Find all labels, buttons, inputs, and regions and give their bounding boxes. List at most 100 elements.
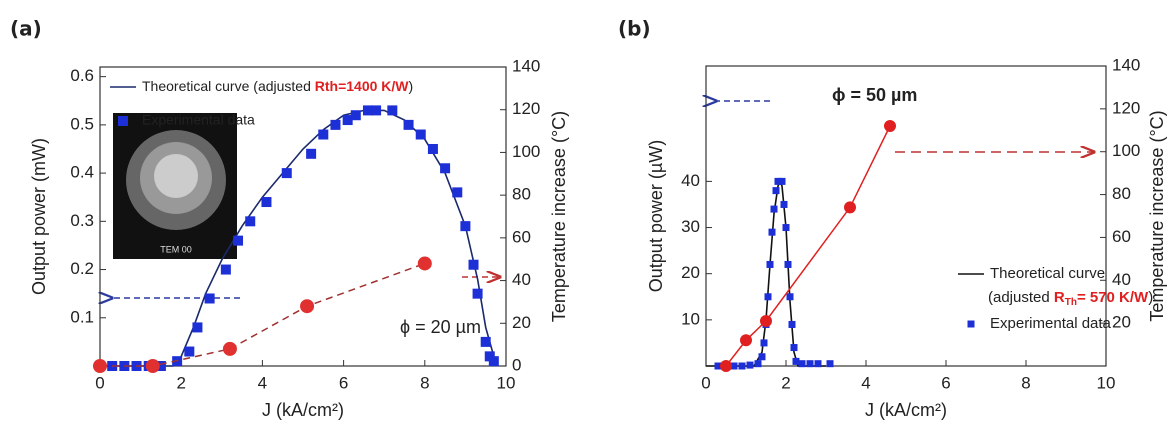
legend-text: (adjusted xyxy=(988,289,1054,306)
legend-text: Th xyxy=(1065,297,1077,308)
panel-label: (a) xyxy=(10,17,42,41)
legend-text: R xyxy=(1054,289,1065,306)
data-point xyxy=(342,115,353,126)
x-axis-label: J (kA/cm²) xyxy=(865,400,947,420)
data-point xyxy=(826,360,834,368)
y2-tick-label: 40 xyxy=(512,270,531,289)
annotation: ϕ = 50 µm xyxy=(832,85,917,105)
temperature-point xyxy=(760,315,772,327)
legend-text: ) xyxy=(409,78,414,94)
data-point xyxy=(730,362,738,370)
data-point xyxy=(782,224,790,232)
y2-tick-label: 140 xyxy=(1112,55,1140,74)
y-tick-label: 0.4 xyxy=(70,163,94,182)
data-point xyxy=(184,346,195,357)
x-tick-label: 6 xyxy=(941,373,950,392)
data-point xyxy=(758,353,766,361)
data-point xyxy=(814,360,822,368)
temperature-point xyxy=(844,201,856,214)
temperature-line xyxy=(100,262,426,367)
y2-tick-label: 20 xyxy=(512,313,531,332)
y-tick-label: 20 xyxy=(681,263,700,282)
y2-tick-label: 140 xyxy=(512,56,540,75)
data-point xyxy=(774,177,782,185)
legend-label: (adjusted RTh= 570 K/W) xyxy=(988,289,1153,308)
data-point xyxy=(746,361,754,369)
data-point xyxy=(427,143,438,154)
temperature-point xyxy=(93,359,107,373)
inset-label: TEM 00 xyxy=(160,244,192,254)
data-point xyxy=(770,205,778,213)
legend-label: Experimental data xyxy=(990,315,1112,332)
data-point xyxy=(220,264,231,275)
data-point xyxy=(714,362,722,370)
data-point xyxy=(790,344,798,352)
plot-frame xyxy=(705,65,1107,367)
y-tick-label: 0.2 xyxy=(70,259,94,278)
temperature-point xyxy=(222,341,237,356)
y-tick-label: 0.1 xyxy=(70,307,94,326)
data-point xyxy=(472,288,483,299)
data-point xyxy=(318,129,329,140)
legend-label: Theoretical curve (adjusted Rth=1400 K/W… xyxy=(142,78,413,94)
data-point xyxy=(788,320,796,328)
y2-tick-label: 80 xyxy=(1112,184,1131,203)
data-point xyxy=(362,105,373,116)
y2-tick-label: 20 xyxy=(1112,313,1131,332)
data-point xyxy=(245,216,256,227)
temperature-point xyxy=(417,256,432,271)
x-tick-label: 10 xyxy=(497,373,516,392)
legend-marker xyxy=(118,116,128,126)
legend-text: Theoretical curve xyxy=(142,78,250,94)
data-point xyxy=(261,197,272,208)
legend-text: (adjusted xyxy=(253,78,314,94)
data-point xyxy=(780,200,788,208)
y2-axis-label: Temperature increase (°C) xyxy=(1147,110,1167,321)
y2-tick-label: 60 xyxy=(512,227,531,246)
data-point xyxy=(480,336,491,347)
fit-curve xyxy=(706,179,826,367)
x-tick-label: 8 xyxy=(420,373,429,392)
data-point xyxy=(778,177,786,185)
y2-tick-label: 120 xyxy=(512,99,540,118)
legend-marker xyxy=(967,320,975,328)
legend-text: ) xyxy=(1148,289,1153,306)
y-tick-label: 0.6 xyxy=(70,66,94,85)
data-point xyxy=(766,260,774,268)
temperature-point xyxy=(740,334,752,347)
y-axis-label: Output power (µW) xyxy=(646,140,666,292)
data-point xyxy=(764,293,772,301)
data-point xyxy=(192,322,203,333)
data-point xyxy=(786,293,794,301)
data-point xyxy=(738,362,746,370)
temperature-line xyxy=(725,125,891,367)
x-tick-label: 10 xyxy=(1097,373,1116,392)
x-axis-label: J (kA/cm²) xyxy=(262,400,344,420)
x-tick-label: 0 xyxy=(701,373,710,392)
data-point xyxy=(233,235,244,246)
temperature-point xyxy=(884,120,896,132)
inset-beam xyxy=(154,154,198,198)
y-tick-label: 30 xyxy=(681,217,700,236)
x-tick-label: 2 xyxy=(781,373,790,392)
temperature-point xyxy=(145,359,160,373)
data-point xyxy=(371,105,382,116)
x-tick-label: 6 xyxy=(339,373,348,392)
data-point xyxy=(330,119,341,130)
data-point xyxy=(768,228,776,236)
data-point xyxy=(754,360,762,368)
y2-axis-label: Temperature increase (°C) xyxy=(549,111,569,322)
data-point xyxy=(806,360,814,368)
data-point xyxy=(440,163,451,174)
x-tick-label: 0 xyxy=(95,373,104,392)
legend-label: Theoretical curve xyxy=(990,265,1105,282)
legend-label: Experimental data xyxy=(142,112,255,128)
data-point xyxy=(798,360,806,368)
y2-tick-label: 40 xyxy=(1112,270,1131,289)
temperature-point xyxy=(300,299,315,314)
y2-tick-label: 60 xyxy=(1112,227,1131,246)
x-tick-label: 4 xyxy=(861,373,870,392)
y-tick-label: 40 xyxy=(681,171,700,190)
data-point xyxy=(452,187,463,198)
